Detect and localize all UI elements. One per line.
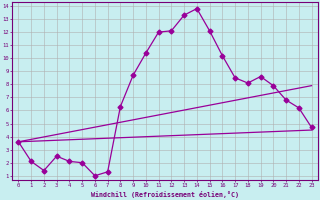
X-axis label: Windchill (Refroidissement éolien,°C): Windchill (Refroidissement éolien,°C)	[91, 191, 239, 198]
